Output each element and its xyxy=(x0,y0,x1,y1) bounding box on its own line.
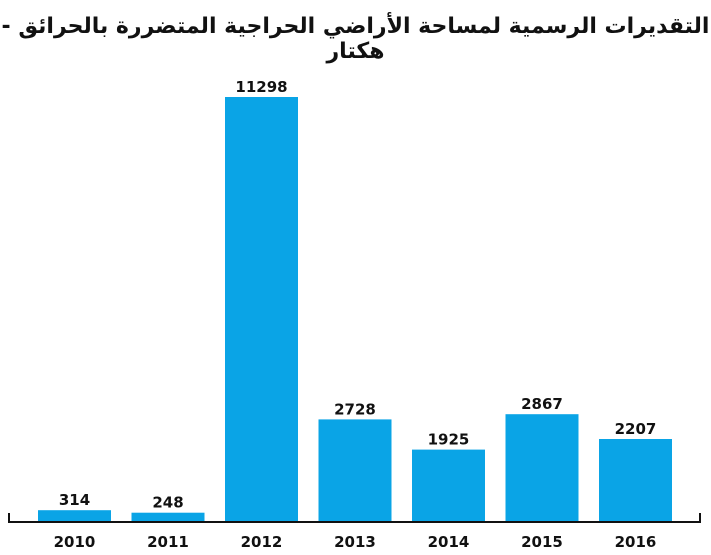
x-tick-label-2016: 2016 xyxy=(615,533,657,551)
bar-2011 xyxy=(131,512,205,522)
chart-title: التقديرات الرسمية لمساحة الأراضي الحراجي… xyxy=(1,14,710,64)
x-tick-label-2015: 2015 xyxy=(521,533,563,551)
value-label-2012: 11298 xyxy=(235,78,287,96)
bar-2014 xyxy=(412,449,485,522)
bar-2012 xyxy=(225,97,298,522)
value-label-2014: 1925 xyxy=(428,431,470,449)
value-label-2016: 2207 xyxy=(615,420,657,438)
x-tick-label-2014: 2014 xyxy=(428,533,470,551)
x-axis: 2010 2011 2012 2013 2014 2015 2016 xyxy=(8,513,701,551)
value-label-2013: 2728 xyxy=(334,400,376,418)
value-label-2011: 248 xyxy=(152,494,183,512)
bars-group xyxy=(38,97,672,522)
value-label-2010: 314 xyxy=(59,491,90,509)
x-tick-label-2010: 2010 xyxy=(54,533,96,551)
bar-2015 xyxy=(505,414,579,522)
bar-2013 xyxy=(318,419,392,522)
value-labels-group: 314 248 11298 2728 1925 2867 2207 xyxy=(59,78,657,512)
bar-2016 xyxy=(599,439,672,522)
x-tick-label-2012: 2012 xyxy=(241,533,283,551)
x-tick-label-2011: 2011 xyxy=(147,533,189,551)
x-tick-label-2013: 2013 xyxy=(334,533,376,551)
bar-2010 xyxy=(38,510,111,522)
value-label-2015: 2867 xyxy=(521,395,563,413)
